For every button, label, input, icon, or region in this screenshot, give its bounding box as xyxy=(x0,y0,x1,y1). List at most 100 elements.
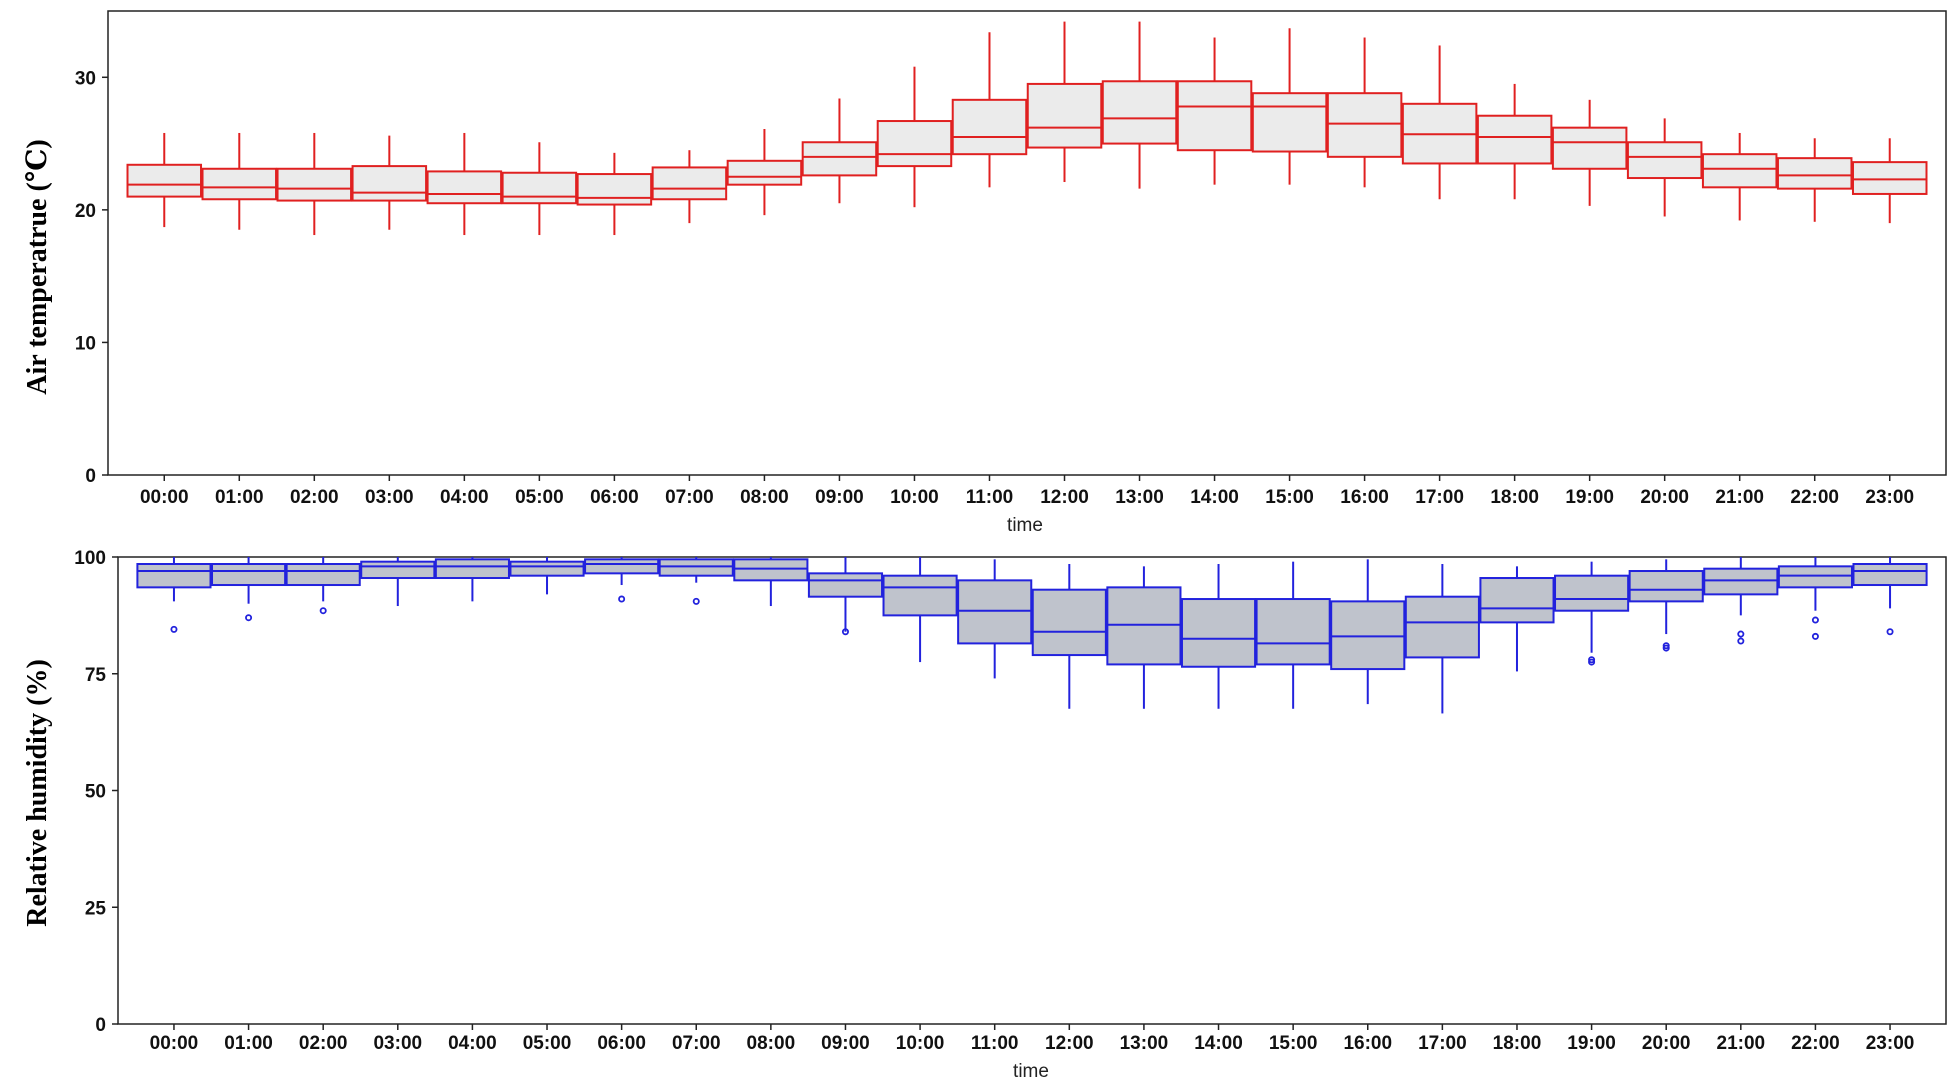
relative-humidity-outlier-point xyxy=(170,625,178,633)
relative-humidity-x-tick-label: 08:00 xyxy=(747,1033,796,1054)
air-temperature-iqr-box xyxy=(1326,92,1403,158)
air-temperature-box-10 xyxy=(876,66,953,208)
relative-humidity-iqr-box xyxy=(1330,600,1406,671)
relative-humidity-x-tick-label: 10:00 xyxy=(896,1033,945,1054)
relative-humidity-x-tick-label: 15:00 xyxy=(1269,1033,1318,1054)
relative-humidity-box-5 xyxy=(509,557,585,595)
air-temperature-x-tick-label: 20:00 xyxy=(1640,487,1689,508)
relative-humidity-iqr-box xyxy=(1703,567,1779,596)
relative-humidity-box-10 xyxy=(882,557,958,663)
air-temperature-iqr-box xyxy=(1251,92,1328,153)
air-temperature-iqr-box xyxy=(1176,80,1253,152)
air-temperature-iqr-box xyxy=(1551,126,1628,170)
air-temperature-y-tick-label: 0 xyxy=(85,466,96,487)
air-temperature-x-tick-label: 04:00 xyxy=(440,487,489,508)
air-temperature-box-3 xyxy=(351,135,428,230)
air-temperature-box-1 xyxy=(201,132,278,230)
relative-humidity-box-4 xyxy=(434,557,510,602)
relative-humidity-panel: Relative humidity (%) time 0 25 50 75 100 00:… xyxy=(22,548,1947,1082)
air-temperature-box-20 xyxy=(1626,118,1703,217)
relative-humidity-x-tick-label: 18:00 xyxy=(1493,1033,1542,1054)
air-temperature-box-13 xyxy=(1101,21,1178,189)
relative-humidity-x-tick-label: 14:00 xyxy=(1194,1033,1243,1054)
air-temperature-x-tick-label: 02:00 xyxy=(290,487,339,508)
relative-humidity-x-tick-label: 06:00 xyxy=(597,1033,646,1054)
relative-humidity-outlier-point xyxy=(1662,642,1670,650)
relative-humidity-x-tick-label: 21:00 xyxy=(1717,1033,1766,1054)
relative-humidity-x-tick-label: 22:00 xyxy=(1791,1033,1840,1054)
relative-humidity-box-15 xyxy=(1255,561,1331,709)
relative-humidity-box-13 xyxy=(1106,566,1182,709)
air-temperature-x-tick-label: 14:00 xyxy=(1190,487,1239,508)
air-temperature-iqr-box xyxy=(1776,157,1853,190)
relative-humidity-x-tick-label: 23:00 xyxy=(1866,1033,1915,1054)
air-temperature-box-17 xyxy=(1401,45,1478,200)
air-temperature-box-2 xyxy=(276,132,353,236)
air-temperature-iqr-box xyxy=(951,98,1028,156)
air-temperature-x-tick-label: 18:00 xyxy=(1490,487,1539,508)
relative-humidity-y-tick-label: 50 xyxy=(85,782,106,803)
air-temperature-iqr-box xyxy=(126,163,203,198)
air-temperature-box-18 xyxy=(1476,83,1553,200)
relative-humidity-y-tick-label: 0 xyxy=(95,1015,106,1036)
relative-humidity-outlier-point xyxy=(692,597,700,605)
air-temperature-iqr-box xyxy=(801,141,878,177)
air-temperature-y-tick-label: 20 xyxy=(75,201,96,222)
relative-humidity-x-tick-label: 02:00 xyxy=(299,1033,348,1054)
air-temperature-x-tick-label: 07:00 xyxy=(665,487,714,508)
relative-humidity-outlier-point xyxy=(618,595,626,603)
relative-humidity-box-22 xyxy=(1777,557,1853,640)
air-temperature-box-21 xyxy=(1701,132,1778,221)
relative-humidity-x-tick-label: 17:00 xyxy=(1418,1033,1467,1054)
relative-humidity-iqr-box xyxy=(957,579,1033,645)
relative-humidity-iqr-box xyxy=(136,563,212,589)
relative-humidity-x-tick-label: 04:00 xyxy=(448,1033,497,1054)
relative-humidity-iqr-box xyxy=(1180,598,1257,668)
air-temperature-box-22 xyxy=(1776,138,1853,222)
relative-humidity-x-title: time xyxy=(1013,1061,1049,1082)
air-temperature-iqr-box xyxy=(1476,114,1553,165)
air-temperature-iqr-box xyxy=(276,167,353,202)
relative-humidity-box-11 xyxy=(957,559,1033,679)
relative-humidity-outlier-point xyxy=(245,614,253,622)
relative-humidity-outlier-point xyxy=(1588,656,1596,664)
relative-humidity-iqr-box xyxy=(882,574,958,617)
relative-humidity-iqr-box xyxy=(584,558,660,575)
relative-humidity-outlier-point xyxy=(1886,628,1894,636)
relative-humidity-iqr-box xyxy=(509,560,585,577)
air-temperature-x-tick-label: 23:00 xyxy=(1865,487,1914,508)
air-temperature-x-tick-label: 06:00 xyxy=(590,487,639,508)
relative-humidity-box-7 xyxy=(658,557,734,605)
relative-humidity-iqr-box xyxy=(1106,586,1182,666)
air-temperature-iqr-box xyxy=(501,171,578,205)
relative-humidity-iqr-box xyxy=(1031,588,1107,657)
relative-humidity-x-tick-label: 07:00 xyxy=(672,1033,721,1054)
air-temperature-box-8 xyxy=(726,128,803,216)
relative-humidity-x-tick-label: 03:00 xyxy=(373,1033,422,1054)
relative-humidity-box-0 xyxy=(136,557,212,633)
relative-humidity-iqr-box xyxy=(1777,565,1853,589)
air-temperature-iqr-box xyxy=(426,170,503,205)
relative-humidity-iqr-box xyxy=(1852,563,1928,587)
air-temperature-box-23 xyxy=(1851,138,1928,224)
air-temperature-box-12 xyxy=(1026,21,1103,183)
air-temperature-x-title: time xyxy=(1007,515,1043,536)
relative-humidity-outlier-point xyxy=(1737,637,1745,645)
air-temperature-x-tick-label: 21:00 xyxy=(1715,487,1764,508)
relative-humidity-iqr-box xyxy=(1404,595,1480,659)
air-temperature-box-0 xyxy=(126,132,203,228)
air-temperature-x-tick-label: 11:00 xyxy=(966,487,1014,508)
relative-humidity-box-16 xyxy=(1330,559,1406,705)
air-temperature-iqr-box xyxy=(201,167,278,201)
air-temperature-x-tick-label: 03:00 xyxy=(365,487,414,508)
air-temperature-box-15 xyxy=(1251,28,1328,185)
relative-humidity-box-18 xyxy=(1479,566,1555,672)
relative-humidity-x-tick-label: 09:00 xyxy=(821,1033,870,1054)
air-temperature-x-tick-label: 01:00 xyxy=(215,487,264,508)
air-temperature-box-9 xyxy=(801,98,878,204)
relative-humidity-x-tick-label: 20:00 xyxy=(1642,1033,1691,1054)
air-temperature-x-tick-label: 22:00 xyxy=(1790,487,1839,508)
relative-humidity-outlier-point xyxy=(1811,632,1819,640)
relative-humidity-x-tick-label: 13:00 xyxy=(1120,1033,1169,1054)
air-temperature-box-16 xyxy=(1326,37,1403,188)
